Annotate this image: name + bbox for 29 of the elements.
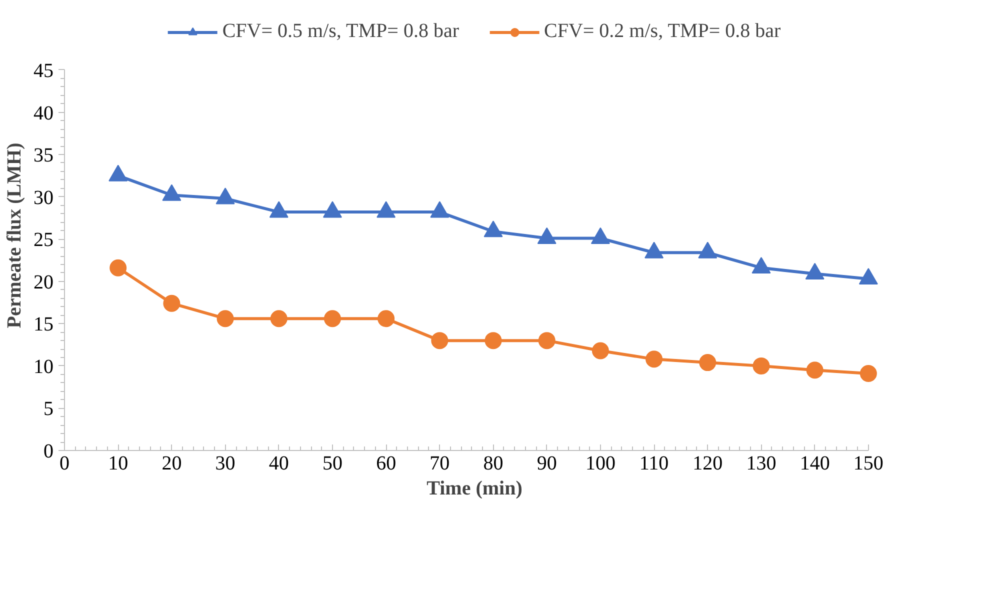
y-tick-label: 5 — [44, 398, 54, 420]
y-tick-label: 20 — [34, 271, 54, 294]
y-tick-label: 35 — [34, 144, 54, 167]
x-tick-label: 100 — [585, 452, 616, 474]
y-tick-label: 10 — [34, 356, 54, 378]
x-tick-label: 0 — [60, 452, 70, 474]
x-tick-label: 30 — [215, 452, 236, 474]
x-tick-label: 70 — [430, 452, 450, 474]
x-tick-label: 20 — [162, 452, 182, 474]
y-tick-label: 25 — [34, 229, 54, 252]
x-tick-label: 130 — [746, 452, 776, 474]
legend-label: CFV= 0.5 m/s, TMP= 0.8 bar — [222, 20, 459, 43]
x-tick-label: 40 — [268, 452, 289, 474]
y-tick-label: 15 — [34, 314, 54, 336]
x-tick-label: 80 — [483, 452, 504, 474]
x-axis-title: Time (min) — [426, 478, 522, 500]
y-tick-label: 40 — [34, 102, 54, 124]
y-tick-label: 45 — [34, 60, 54, 82]
x-tick-label: 110 — [639, 452, 669, 474]
x-tick-label: 140 — [800, 452, 830, 474]
legend-label: CFV= 0.2 m/s, TMP= 0.8 bar — [544, 20, 781, 43]
x-tick-label: 90 — [536, 452, 557, 474]
x-tick-label: 150 — [853, 452, 884, 474]
y-axis-title: Permeate flux (LMH) — [4, 142, 26, 328]
x-tick-label: 120 — [692, 452, 723, 474]
x-tick-label: 50 — [322, 452, 342, 474]
y-tick-label: 30 — [34, 186, 54, 209]
x-tick-label: 10 — [108, 452, 128, 474]
x-tick-label: 60 — [376, 452, 396, 474]
